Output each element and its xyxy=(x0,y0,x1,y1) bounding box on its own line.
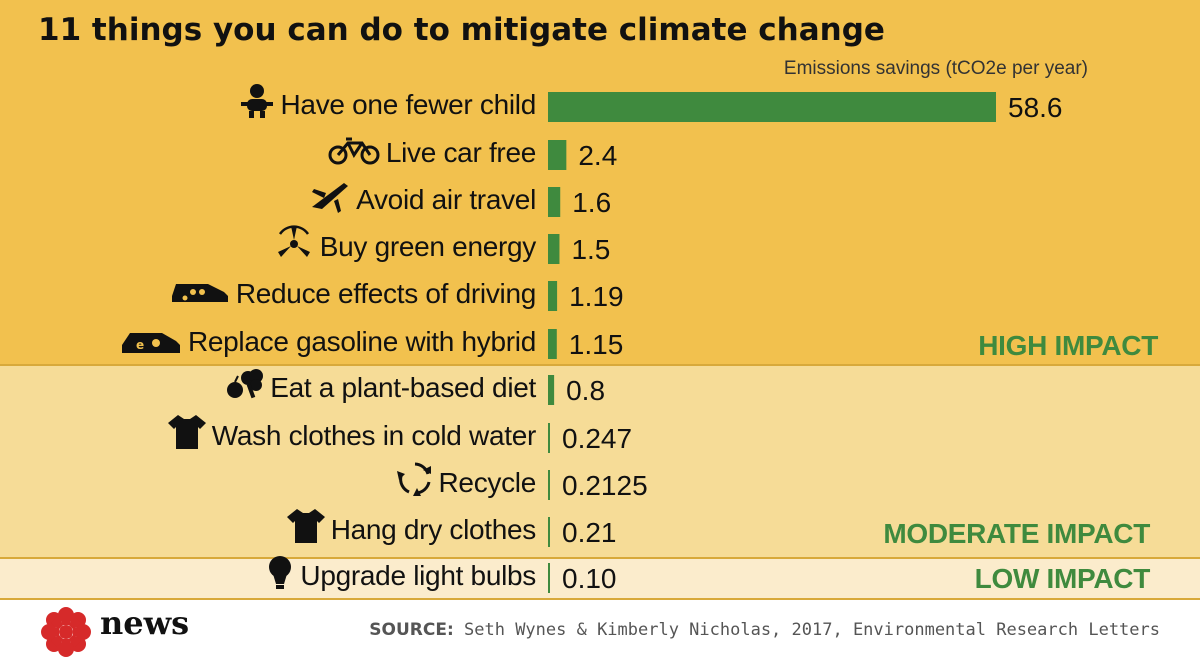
category-label: Recycle xyxy=(438,467,537,498)
category-label: Replace gasoline with hybrid xyxy=(187,326,536,357)
cbc-gem-logo-icon xyxy=(41,607,91,657)
category-label: Upgrade light bulbs xyxy=(300,560,536,591)
baby-icon xyxy=(239,82,275,120)
airplane-icon xyxy=(308,177,350,215)
low-impact-band xyxy=(0,557,1200,600)
source-citation: SOURCE: Seth Wynes & Kimberly Nicholas, … xyxy=(369,620,1160,640)
tshirt-icon xyxy=(167,413,206,451)
value-axis-label: Emissions savings (tCO2e per year) xyxy=(783,58,1088,79)
category-label: Buy green energy xyxy=(319,231,537,262)
category-label: Reduce effects of driving xyxy=(235,278,536,309)
hybrid-car-icon: e xyxy=(120,321,182,355)
impact-group-label: MODERATE IMPACT xyxy=(883,518,1150,549)
category-label: Wash clothes in cold water xyxy=(211,420,537,451)
recycle-icon xyxy=(395,460,433,498)
category-label: Avoid air travel xyxy=(356,184,536,215)
source-text: Seth Wynes & Kimberly Nicholas, 2017, En… xyxy=(453,620,1160,640)
bicycle-icon xyxy=(328,133,380,165)
impact-group-label: HIGH IMPACT xyxy=(978,330,1158,361)
category-label: Live car free xyxy=(385,137,536,168)
source-label: SOURCE: xyxy=(369,620,454,640)
light-bulb-icon xyxy=(266,554,294,590)
category-label: Eat a plant-based diet xyxy=(270,372,536,403)
tshirt-icon xyxy=(286,507,325,545)
footer xyxy=(0,600,1200,667)
wind-turbine-icon xyxy=(274,224,314,262)
high-impact-band xyxy=(0,0,1200,364)
svg-text:e: e xyxy=(136,338,144,352)
category-label: Have one fewer child xyxy=(280,89,537,120)
moderate-impact-band xyxy=(0,364,1200,557)
category-label: Hang dry clothes xyxy=(330,514,537,545)
impact-group-label: LOW IMPACT xyxy=(974,563,1151,594)
brand-name: news xyxy=(100,604,190,642)
car-icon xyxy=(170,274,230,306)
chart-title: 11 things you can do to mitigate climate… xyxy=(38,12,885,48)
apple-broccoli-icon xyxy=(226,366,264,402)
